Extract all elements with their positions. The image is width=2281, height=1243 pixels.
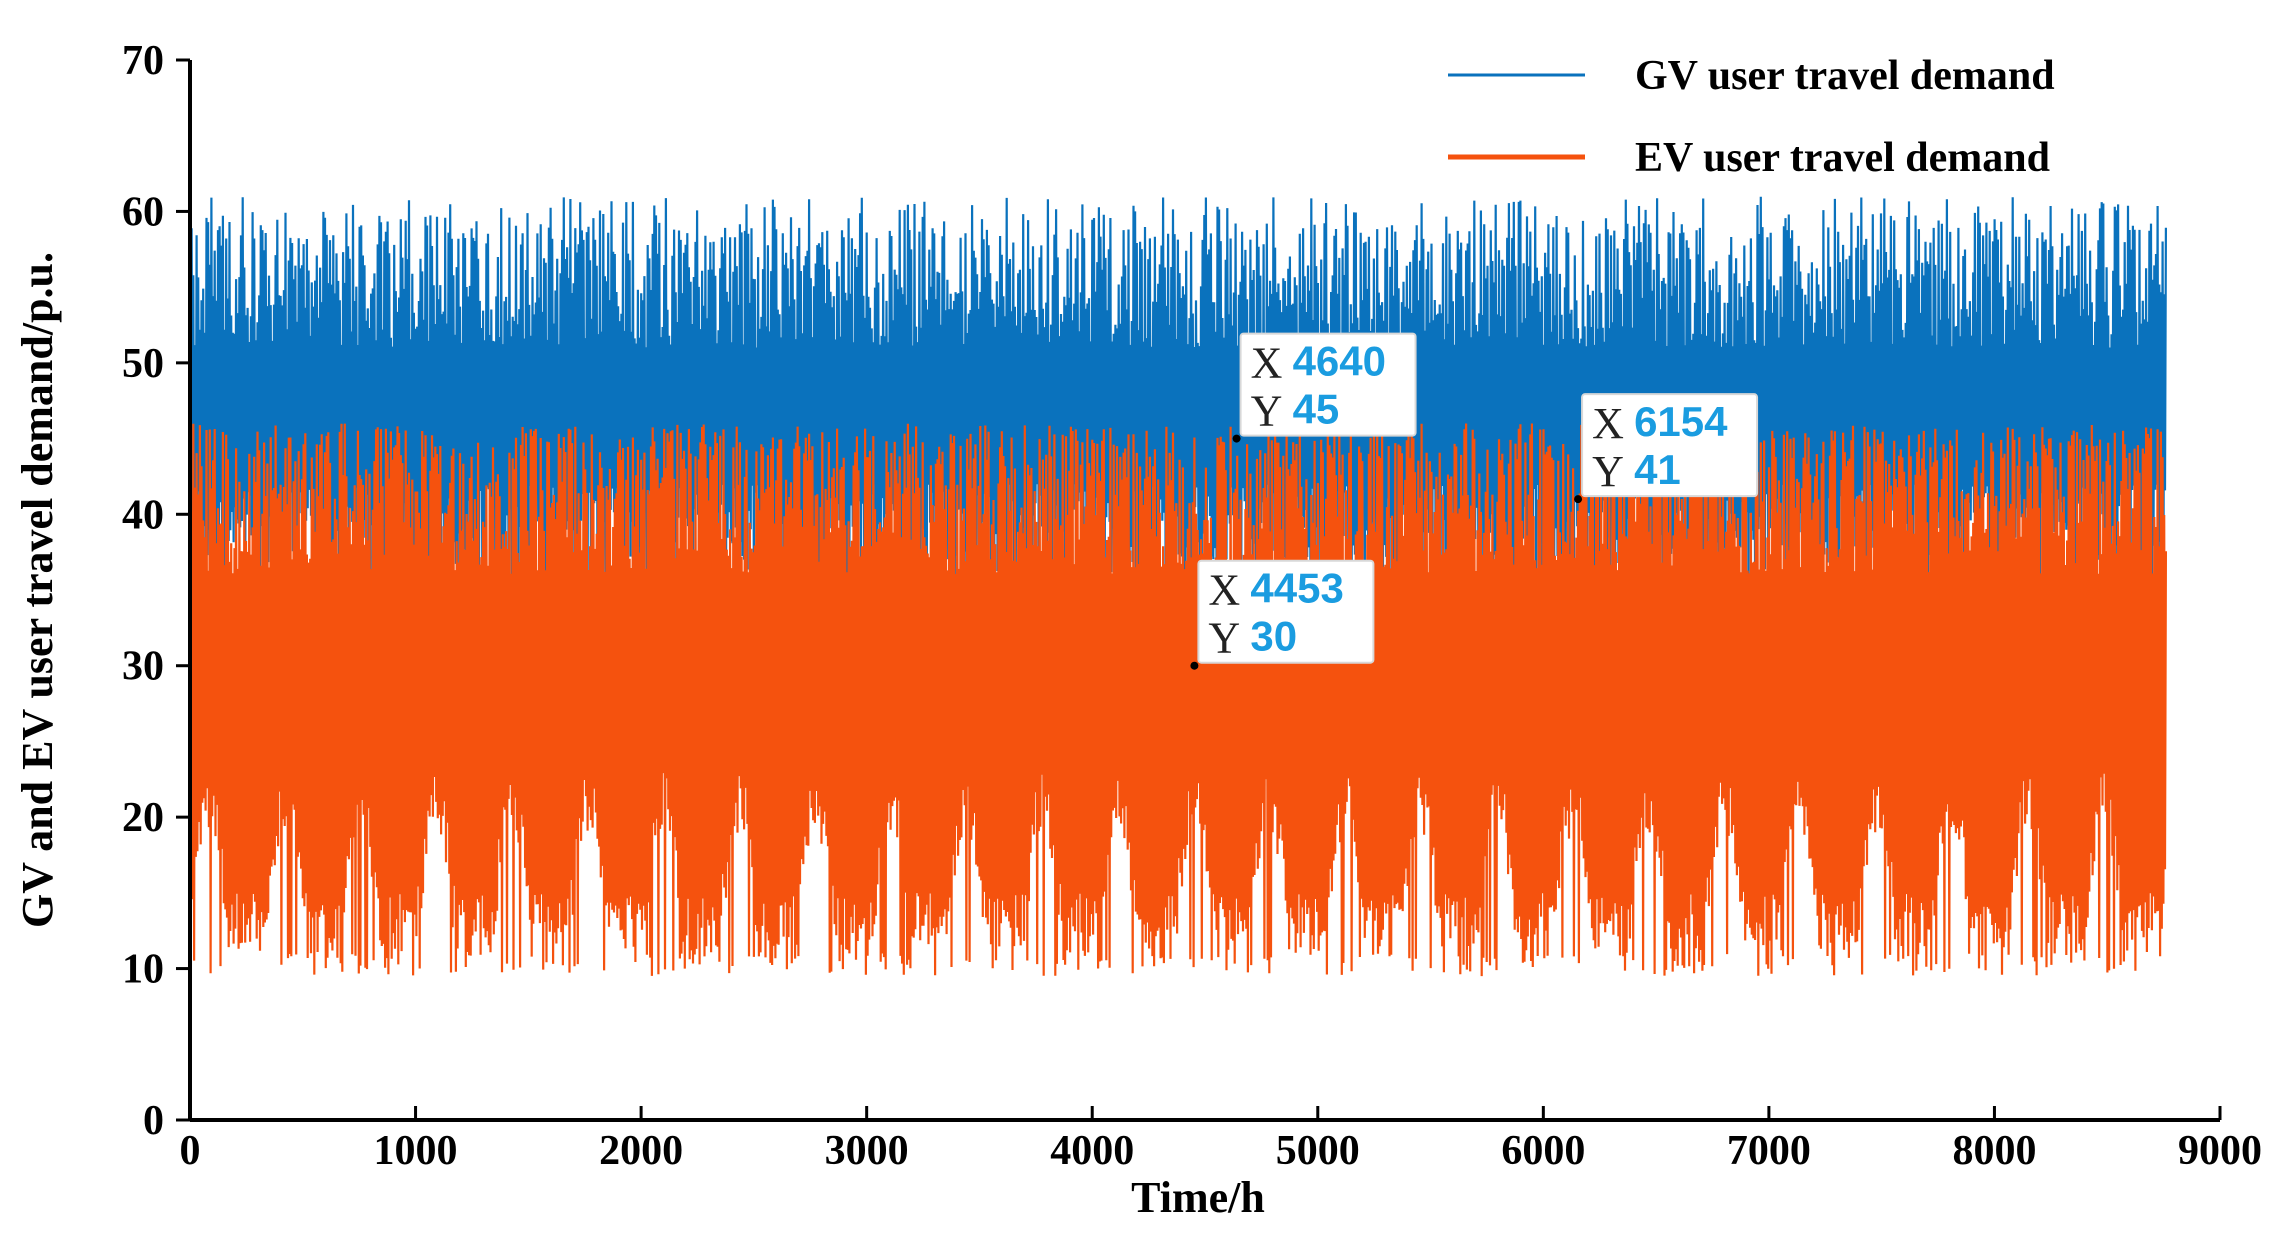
datatip-box <box>1197 559 1375 664</box>
x-tick-label: 6000 <box>1501 1128 1585 1174</box>
y-tick-label: 70 <box>122 38 164 84</box>
datatip-x-key: X <box>1208 566 1240 615</box>
x-tick-label: 4000 <box>1050 1128 1134 1174</box>
series-layer <box>190 196 2167 977</box>
datatip-y-value: 30 <box>1250 613 1297 660</box>
x-axis-title: Time/h <box>1131 1173 1265 1222</box>
x-tick-label: 0 <box>180 1128 201 1174</box>
datatip-marker <box>1232 434 1241 443</box>
y-tick-label: 0 <box>143 1098 164 1144</box>
datatip-box <box>1581 393 1759 498</box>
x-tick-label: 7000 <box>1727 1128 1811 1174</box>
datatip-y-value: 41 <box>1634 446 1681 493</box>
y-tick-label: 60 <box>122 189 164 235</box>
datatip-x-value: 6154 <box>1634 398 1728 445</box>
datatip-x-key: X <box>1251 339 1283 388</box>
legend-label-gv: GV user travel demand <box>1635 53 2055 99</box>
datatip-y-key: Y <box>1251 387 1283 436</box>
series-line-gv <box>190 196 2167 606</box>
datatip-y-value: 45 <box>1293 386 1340 433</box>
y-axis-title: GV and EV user travel demand/p.u. <box>13 252 62 928</box>
x-ticks: 0 1000 2000 3000 4000 5000 6000 7000 8000 9000 <box>180 1106 2262 1174</box>
datatip-x-value: 4453 <box>1250 565 1343 612</box>
axes <box>188 60 2220 1122</box>
x-tick-label: 2000 <box>599 1128 683 1174</box>
y-tick-label: 50 <box>122 341 164 387</box>
datatip-x-value: 4640 <box>1293 338 1386 385</box>
datatip-marker <box>1190 661 1199 670</box>
y-tick-label: 20 <box>122 795 164 841</box>
legend-label-ev: EV user travel demand <box>1635 135 2050 181</box>
y-tick-label: 30 <box>122 644 164 690</box>
series-line-ev <box>190 423 2167 977</box>
x-tick-label: 3000 <box>825 1128 909 1174</box>
legend: GV user travel demand EV user travel dem… <box>1448 53 2055 181</box>
y-ticks: 0 10 20 30 40 50 60 70 <box>122 38 190 1144</box>
datatip-box <box>1239 332 1417 437</box>
y-tick-label: 10 <box>122 947 164 993</box>
datatip-y-key: Y <box>1592 447 1624 496</box>
y-tick-label: 40 <box>122 492 164 538</box>
x-tick-label: 1000 <box>374 1128 458 1174</box>
x-tick-label: 5000 <box>1276 1128 1360 1174</box>
x-tick-label: 8000 <box>1952 1128 2036 1174</box>
datatip-x-key: X <box>1592 399 1624 448</box>
datatip-marker <box>1574 495 1583 504</box>
datatip-y-key: Y <box>1208 614 1240 663</box>
x-tick-label: 9000 <box>2178 1128 2262 1174</box>
